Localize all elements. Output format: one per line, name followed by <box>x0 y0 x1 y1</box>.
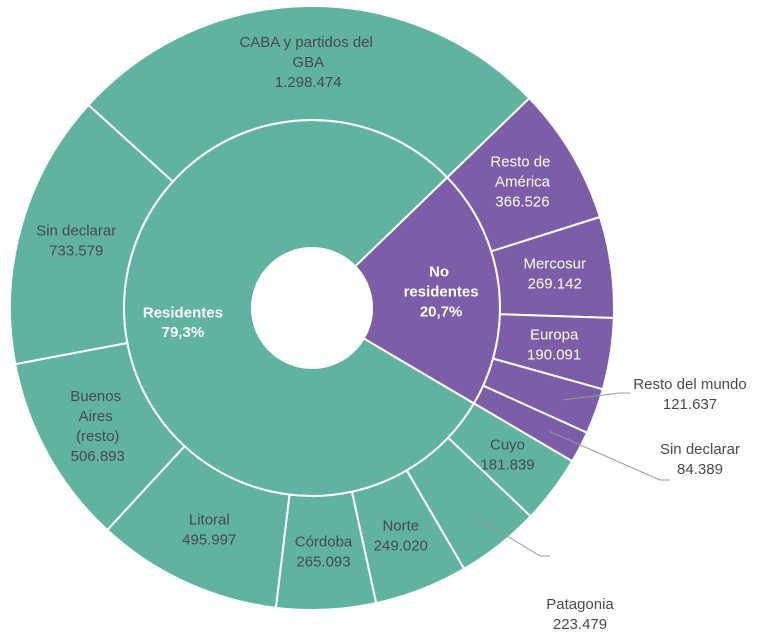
segment-label: Mercosur <box>523 256 586 273</box>
segment-label-value: 84.389 <box>677 461 723 478</box>
segment-label-value: 181.839 <box>480 457 534 474</box>
leader-line <box>477 517 550 557</box>
segment-label-value: 121.637 <box>663 396 717 413</box>
segment-label: Sin declarar <box>660 441 740 458</box>
segment-label-value: 495.997 <box>182 531 236 548</box>
outer-segment <box>87 5 531 184</box>
segment-label: CABA y partidos del GBA <box>239 34 377 71</box>
group-label-value: 79,3% <box>162 324 205 341</box>
segment-label-value: 249.020 <box>374 537 428 554</box>
segment-label: Sin declarar <box>36 222 116 239</box>
segment-label: Buenos Aires (resto) <box>70 388 125 445</box>
segment-label-value: 733.579 <box>49 242 103 259</box>
segment-label: Europa <box>530 326 579 343</box>
group-label: Residentes <box>143 304 223 321</box>
segment-label: Resto del mundo <box>633 376 746 393</box>
leader-line <box>549 431 670 481</box>
group-label: No residentes <box>404 264 479 301</box>
segment-label: Córdoba <box>295 534 353 551</box>
segment-label-value: 265.093 <box>296 554 350 571</box>
segment-label: Cuyo <box>490 437 525 454</box>
segment-label: Litoral <box>189 511 230 528</box>
segment-label-value: 506.893 <box>71 448 125 465</box>
segment-label-value: 366.526 <box>495 194 549 211</box>
segment-label-value: 269.142 <box>528 276 582 293</box>
segment-label: Resto de América <box>490 154 554 191</box>
segment-label: Patagonia <box>546 596 614 613</box>
leader-line <box>563 392 630 401</box>
segment-label-value: 190.091 <box>527 346 581 363</box>
group-label-value: 20,7% <box>420 304 463 321</box>
segment-label-value: 1.298.474 <box>275 74 342 91</box>
segment-label-value: 223.479 <box>553 616 607 632</box>
segment-label: Norte <box>382 517 419 534</box>
